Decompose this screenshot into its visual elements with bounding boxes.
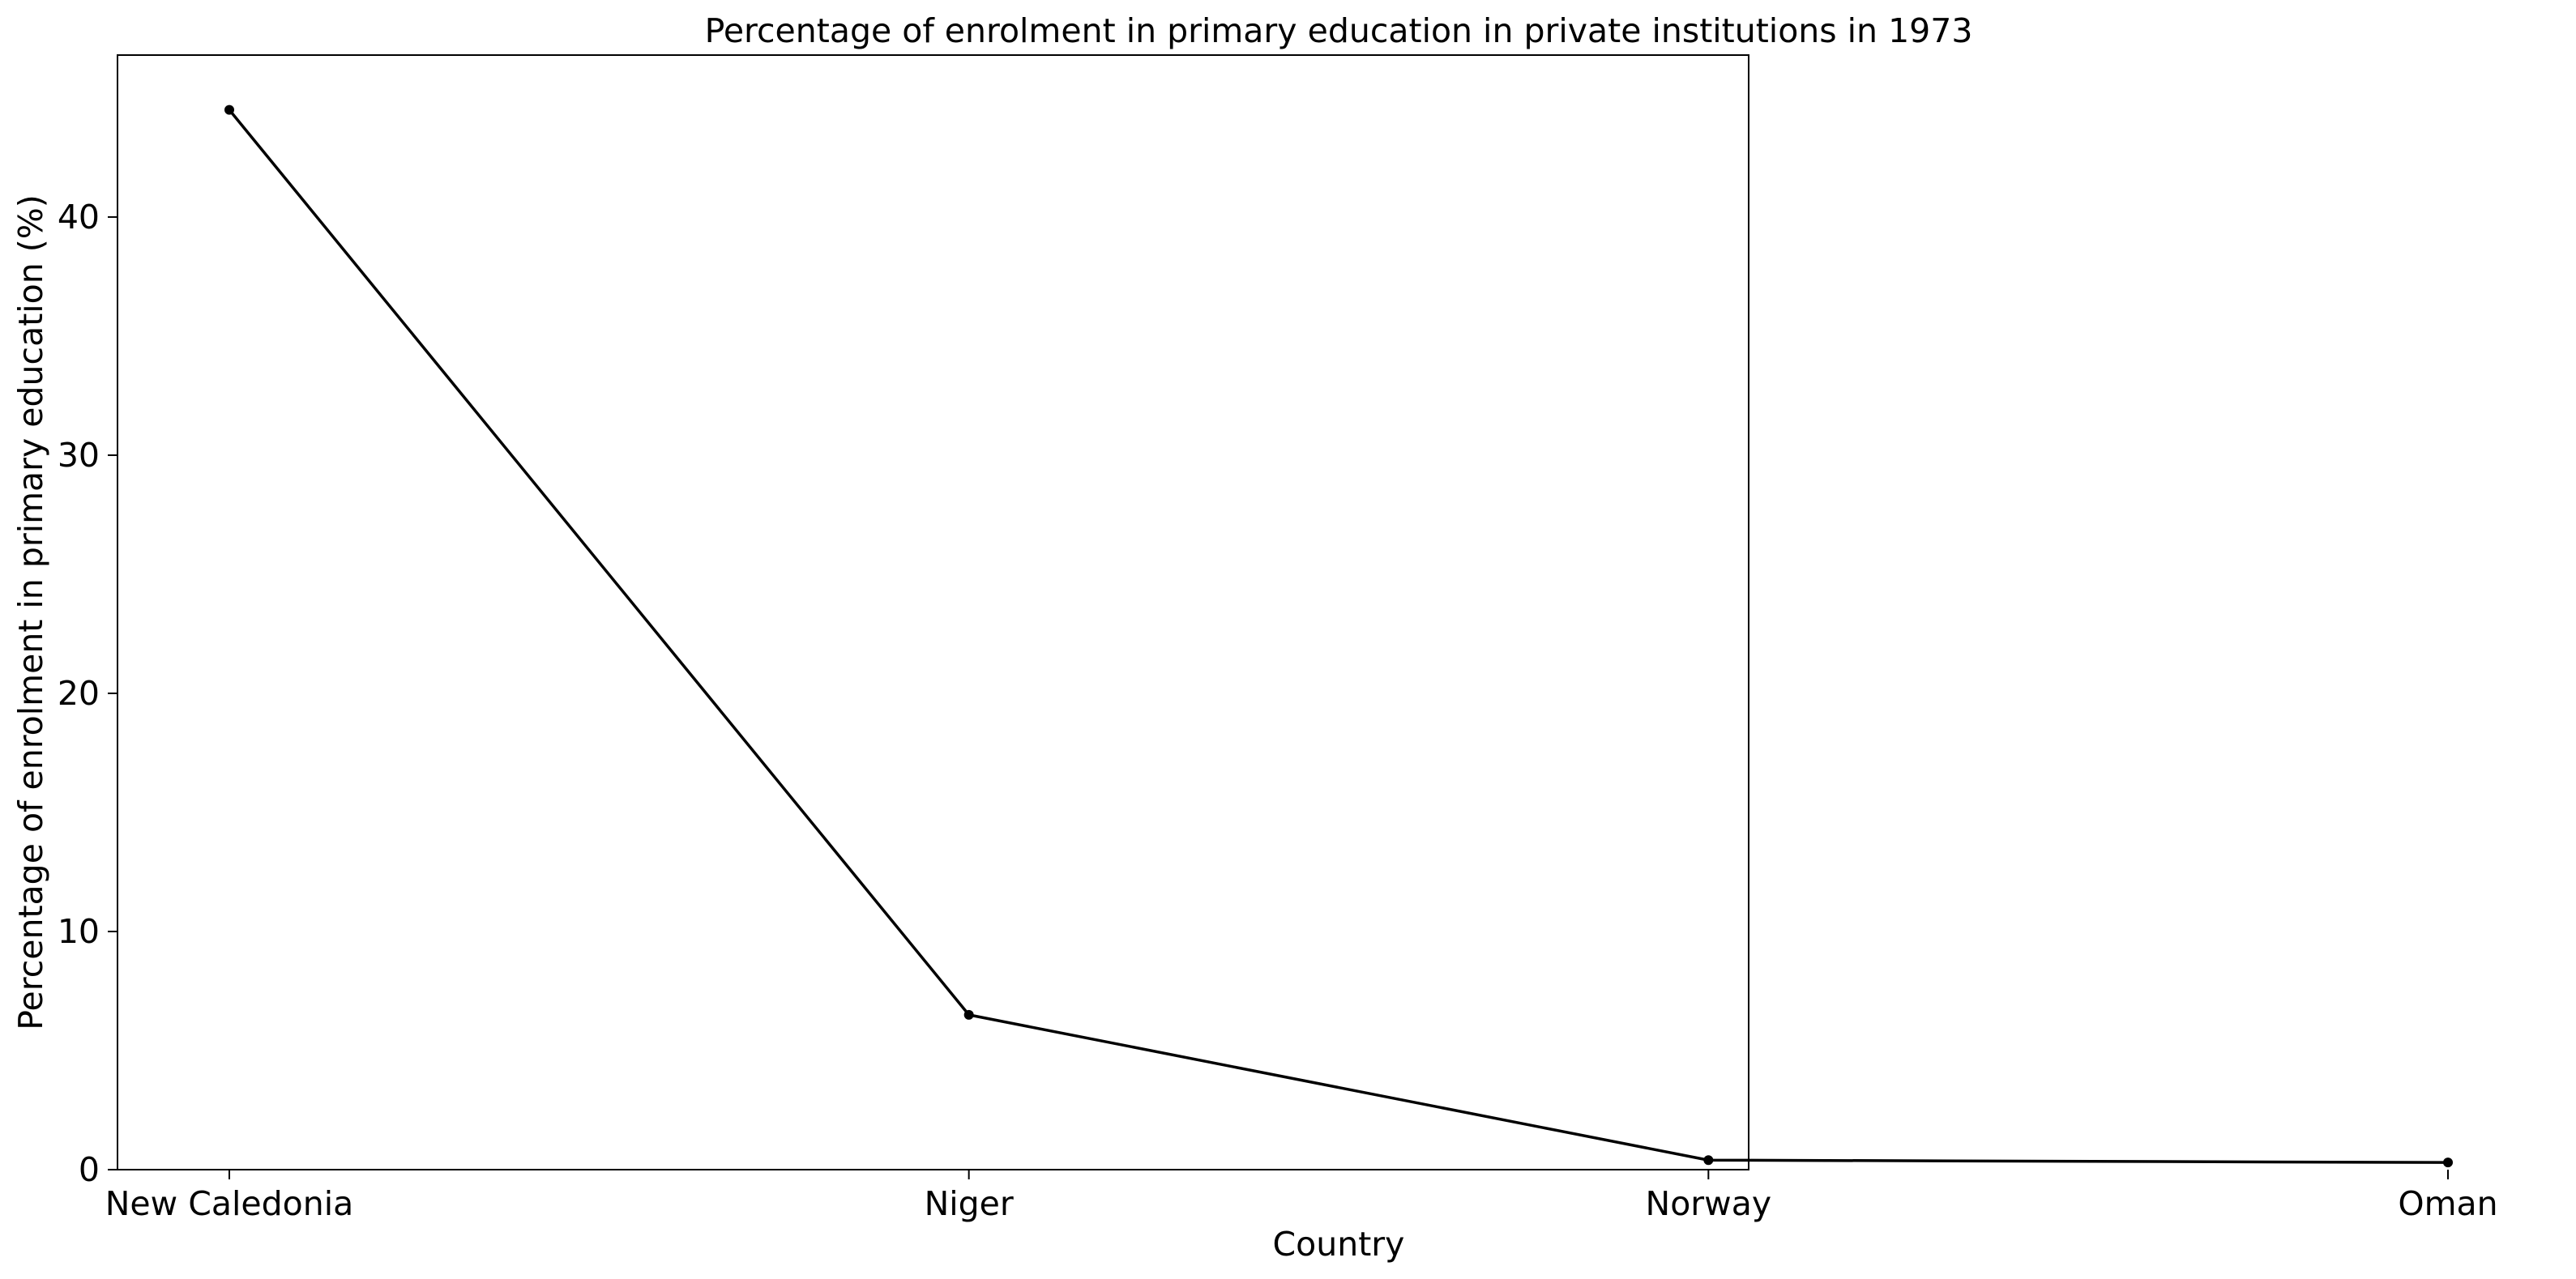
plot-series <box>224 104 2453 1168</box>
x-tick-label: Norway <box>1646 1184 1772 1223</box>
y-tick-label: 20 <box>58 674 100 713</box>
x-axis-ticks: New Caledonia Niger Norway Oman <box>105 1170 2498 1223</box>
y-tick-label: 40 <box>58 198 100 237</box>
x-tick-label: New Caledonia <box>105 1184 353 1223</box>
plot-frame <box>117 54 1749 1170</box>
x-axis-label: Country <box>1273 1225 1405 1264</box>
y-tick-label: 0 <box>79 1150 100 1189</box>
series-line <box>228 109 2449 1164</box>
data-point <box>1703 1155 1714 1166</box>
data-point <box>963 1009 974 1020</box>
y-axis-ticks: 0 10 20 30 40 <box>58 198 117 1189</box>
data-point <box>2443 1157 2453 1168</box>
x-tick-label: Oman <box>2398 1184 2497 1223</box>
data-point <box>224 104 234 115</box>
chart-title: Percentage of enrolment in primary educa… <box>705 11 1973 50</box>
y-tick-label: 10 <box>58 912 100 951</box>
y-tick-label: 30 <box>58 436 100 475</box>
x-tick-label: Niger <box>925 1184 1014 1223</box>
y-axis-label: Percentage of enrolment in primary educa… <box>11 194 50 1030</box>
